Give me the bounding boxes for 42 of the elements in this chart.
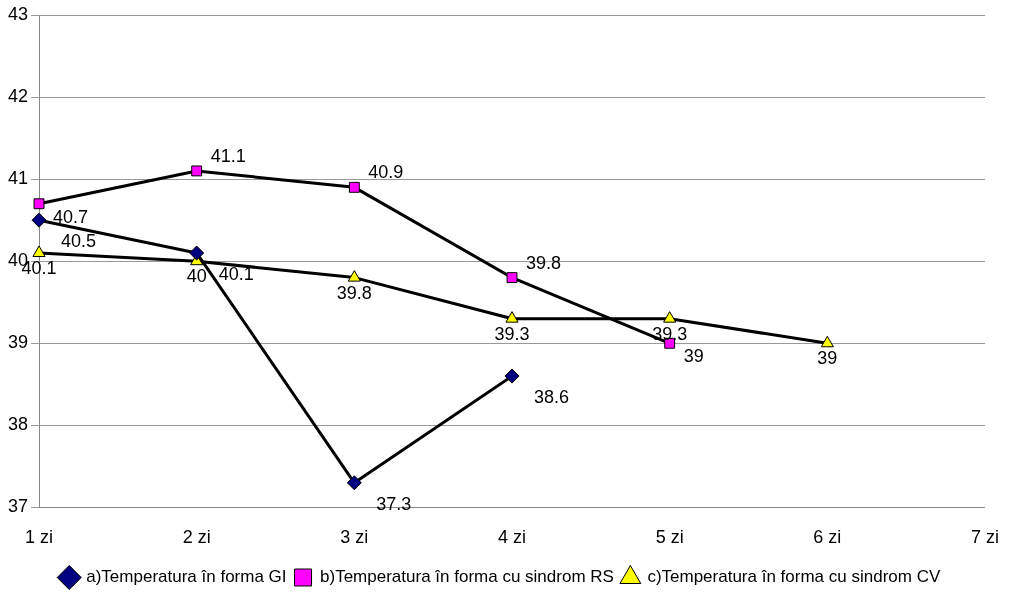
data-label: 40.9 xyxy=(368,162,404,183)
point xyxy=(348,181,360,193)
legend-label: b)Temperatura în forma cu sindrom RS xyxy=(320,567,614,587)
point xyxy=(505,311,519,323)
data-label: 39 xyxy=(683,346,704,367)
y-tick-label: 41 xyxy=(7,168,29,189)
data-label: 40 xyxy=(186,266,207,287)
y-tick-label: 43 xyxy=(7,3,29,24)
data-label: 39 xyxy=(817,348,838,369)
y-tick-label: 42 xyxy=(7,86,29,107)
point xyxy=(346,475,362,491)
legend-label: a)Temperatura în forma GI xyxy=(86,567,287,587)
data-label: 38.6 xyxy=(534,387,570,408)
point xyxy=(32,245,46,257)
point xyxy=(820,335,834,348)
point xyxy=(506,272,518,284)
x-tick-label: 6 zi xyxy=(813,527,842,548)
data-label: 39.8 xyxy=(336,282,372,303)
data-label: 40.7 xyxy=(53,206,89,227)
point xyxy=(31,212,47,228)
x-tick-label: 3 zi xyxy=(340,527,369,548)
point xyxy=(347,270,361,282)
x-tick-label: 2 zi xyxy=(182,527,211,548)
data-label: 40.1 xyxy=(218,263,254,284)
y-tick-label: 37 xyxy=(7,496,29,517)
point xyxy=(33,198,45,210)
data-label: 41.1 xyxy=(210,145,246,166)
data-label: 39.8 xyxy=(526,252,562,273)
point xyxy=(189,245,205,261)
point xyxy=(191,165,203,177)
data-label: 37.3 xyxy=(376,493,412,514)
x-tick-label: 4 zi xyxy=(498,527,527,548)
x-tick-label: 7 zi xyxy=(970,527,999,548)
x-tick-label: 5 zi xyxy=(655,527,684,548)
point xyxy=(663,311,677,323)
point xyxy=(504,368,520,384)
y-tick-label: 39 xyxy=(7,332,29,353)
legend-label: c)Temperatura în forma cu sindrom CV xyxy=(647,567,941,587)
data-label: 39.3 xyxy=(494,323,530,344)
x-tick-label: 1 zi xyxy=(25,527,54,548)
data-label: 40.5 xyxy=(61,231,97,252)
y-tick-label: 38 xyxy=(7,414,29,435)
